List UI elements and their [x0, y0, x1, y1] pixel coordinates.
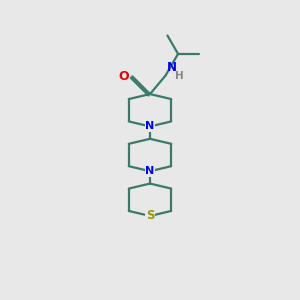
- Text: N: N: [146, 166, 154, 176]
- Text: O: O: [119, 70, 129, 83]
- Text: S: S: [146, 209, 154, 223]
- Text: H: H: [175, 71, 184, 81]
- Text: N: N: [146, 122, 154, 131]
- Text: N: N: [167, 61, 177, 74]
